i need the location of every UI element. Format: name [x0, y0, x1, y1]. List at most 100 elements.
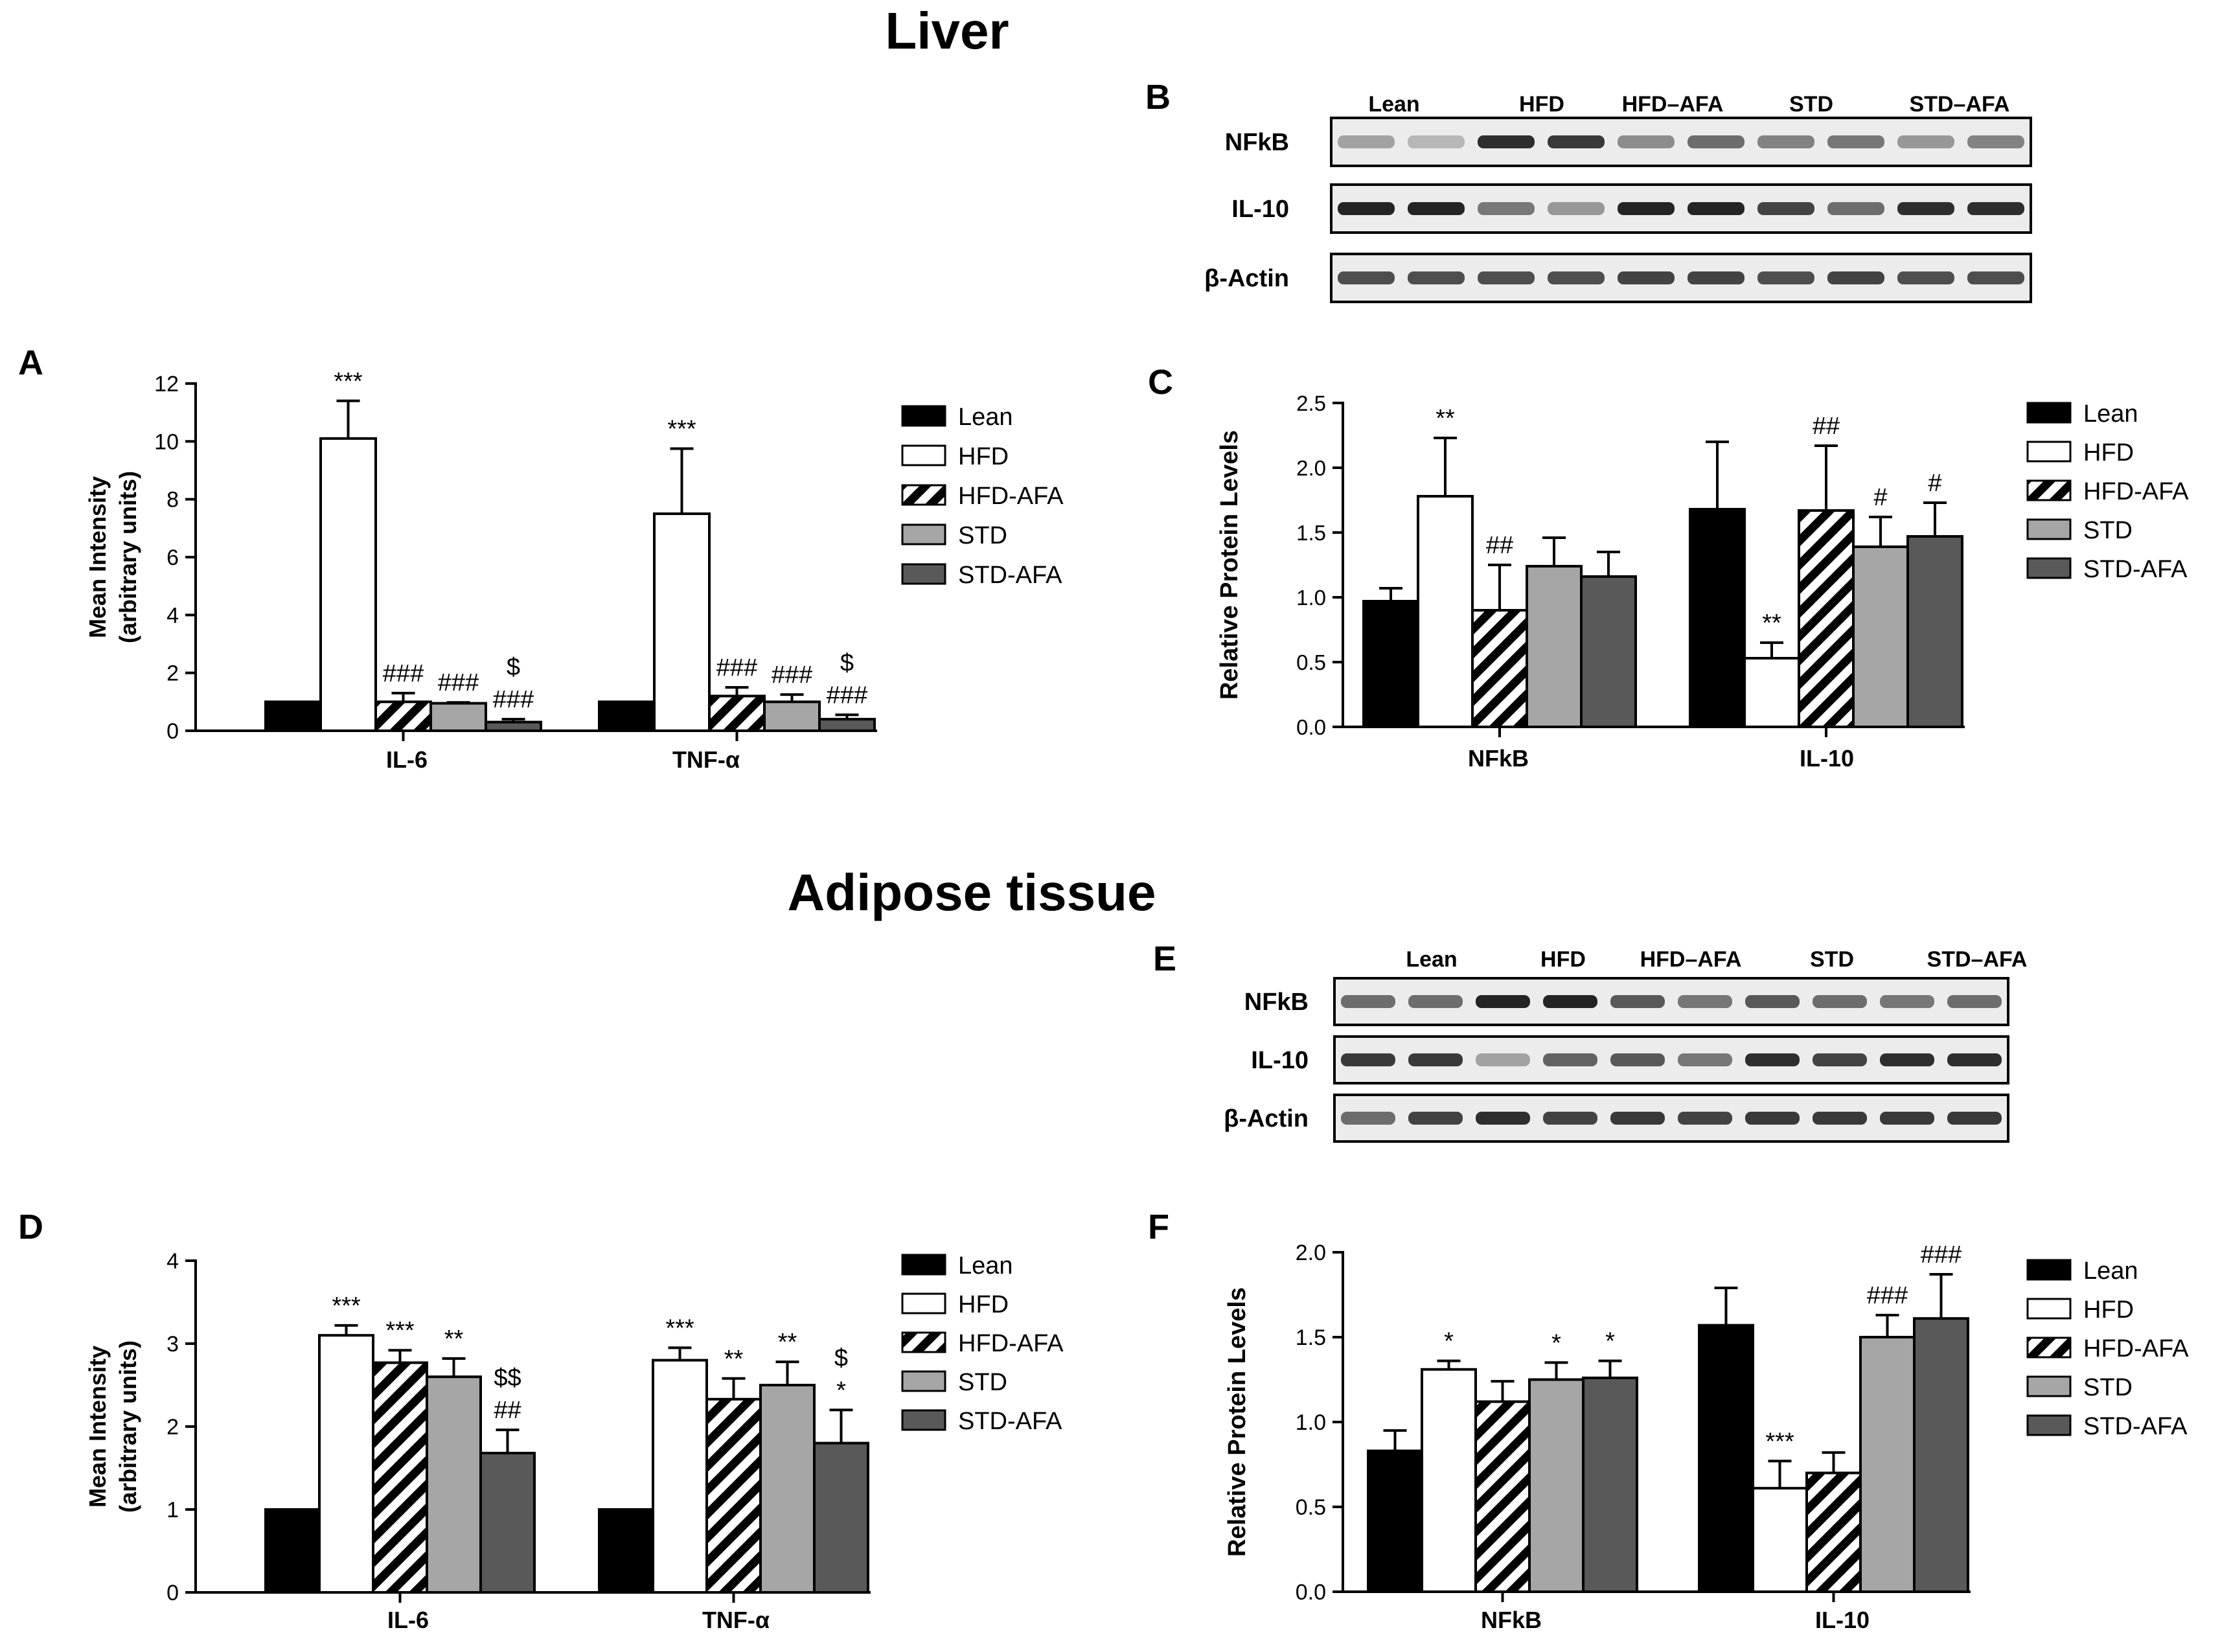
blot-band	[1548, 135, 1605, 148]
bar-A-HFD-TNF-α	[653, 512, 711, 732]
blot-band	[1618, 271, 1675, 284]
significance-label: ###	[1921, 1241, 1962, 1268]
blot-band	[1827, 202, 1884, 215]
significance-label: ***	[667, 416, 696, 443]
significance-label: *	[1551, 1329, 1561, 1357]
blot-lane-header: Lean	[1368, 92, 1419, 117]
significance-label: **	[724, 1346, 744, 1373]
blot-row-label: β-Actin	[1224, 1105, 1309, 1132]
blot-band	[1827, 271, 1884, 284]
blot-band	[1341, 1053, 1395, 1066]
significance-label: **	[1436, 405, 1455, 432]
significance-label: ###	[772, 661, 812, 689]
significance-label: ###	[716, 654, 757, 682]
bar-C-HFD-AFA-NFkB	[1471, 609, 1528, 728]
blot-band	[1408, 1053, 1463, 1066]
significance-label: ***	[665, 1314, 694, 1342]
y-tick-label: 1.0	[1296, 586, 1326, 610]
legend-swatch-hfdafa	[2026, 479, 2072, 501]
y-tick-label: 1.5	[1296, 521, 1326, 545]
blot-lane-header: HFD–AFA	[1640, 947, 1742, 972]
x-category-label: TNF-α	[702, 1607, 770, 1633]
blot-band	[1478, 202, 1535, 215]
legend-label-hfdafa: HFD-AFA	[2083, 478, 2189, 505]
y-axis-label: Relative Protein Levels	[1216, 430, 1243, 700]
significance-label: ***	[1765, 1428, 1794, 1455]
y-tick-label: 6	[166, 545, 179, 570]
legend-swatch-stdafa	[901, 1409, 946, 1431]
legend-label-hfd: HFD	[2083, 1296, 2134, 1324]
legend-swatch-stdafa	[901, 563, 946, 585]
bar-A-STD-AFA-IL-6	[485, 720, 542, 732]
blot-row-label: IL-10	[1231, 196, 1289, 223]
legend-swatch-stdafa	[2026, 1414, 2072, 1436]
blot-band	[1618, 202, 1675, 215]
blot-band	[1610, 1112, 1665, 1125]
legend-swatch-hfdafa	[901, 1331, 946, 1353]
blot-band	[1476, 1053, 1530, 1066]
significance-label: $$	[494, 1364, 521, 1392]
y-tick-label: 12	[154, 372, 179, 396]
bar-C-HFD-AFA-IL-10	[1798, 509, 1855, 728]
bar-C-STD-IL-10	[1852, 545, 1909, 728]
legend-swatch-hfdafa	[901, 484, 946, 506]
blot-band	[1880, 995, 1934, 1008]
blot-band	[1813, 1053, 1867, 1066]
y-tick-label: 1.0	[1296, 1410, 1326, 1435]
blot-band	[1341, 995, 1395, 1008]
bar-C-STD-AFA-NFkB	[1580, 575, 1637, 728]
blot-band	[1688, 135, 1745, 148]
legend-label-hfdafa: HFD-AFA	[958, 483, 1064, 510]
blot-row-label: IL-10	[1251, 1047, 1309, 1074]
bar-D-STD-AFA-IL-6	[479, 1451, 536, 1594]
blot-band	[1745, 1112, 1800, 1125]
legend-swatch-hfdafa	[2026, 1337, 2072, 1359]
blot-band	[1478, 135, 1535, 148]
blot-row-label: NFkB	[1225, 129, 1289, 156]
legend-swatch-std	[2026, 518, 2072, 540]
bar-C-STD-AFA-IL-10	[1906, 535, 1963, 728]
blot-band	[1543, 1053, 1597, 1066]
blot-band	[1610, 1053, 1665, 1066]
significance-label: ###	[1867, 1282, 1908, 1309]
blot-lane-header: STD	[1810, 947, 1854, 972]
blot-band	[1408, 271, 1465, 284]
significance-label: $	[507, 654, 520, 681]
blot-band	[1548, 271, 1605, 284]
x-category-label: NFkB	[1481, 1607, 1542, 1633]
blot-band	[1678, 1053, 1732, 1066]
blot-band	[1947, 1053, 2002, 1066]
y-tick-label: 0	[166, 1581, 179, 1605]
blot-band	[1678, 1112, 1732, 1125]
bar-A-HFD-IL-6	[319, 437, 377, 732]
blot-band	[1618, 135, 1675, 148]
blot-lane-header: STD–AFA	[1910, 92, 2010, 117]
blot-band	[1543, 1112, 1597, 1125]
significance-label: $	[840, 649, 854, 676]
y-tick-label: 0.0	[1296, 1580, 1326, 1605]
legend-swatch-stdafa	[2026, 557, 2072, 579]
y-axis-label: Mean Intensity	[84, 476, 111, 638]
blot-lane-header: STD	[1789, 92, 1833, 117]
bar-C-Lean-NFkB	[1362, 600, 1419, 728]
blot-lane-header: Lean	[1406, 947, 1457, 972]
legend-panel-A: Lean HFD HFD-AFA STD STD-AFA	[901, 404, 1064, 589]
legend-swatch-hfd	[901, 1292, 946, 1314]
bar-D-Lean-TNF-α	[598, 1508, 654, 1594]
blot-row-label: NFkB	[1244, 989, 1309, 1016]
y-tick-label: 0.5	[1296, 650, 1326, 674]
bar-F-STD-AFA-NFkB	[1582, 1376, 1638, 1593]
legend-swatch-std	[901, 1370, 946, 1392]
blot-band	[1757, 135, 1814, 148]
blot-band	[1688, 202, 1745, 215]
blot-band	[1967, 135, 2024, 148]
legend-label-hfd: HFD	[2083, 439, 2134, 466]
panel-letter-C: C	[1148, 363, 1173, 402]
legend-label-std: STD	[2083, 1374, 2133, 1401]
bar-D-HFD-AFA-TNF-α	[705, 1397, 762, 1594]
bar-F-HFD-AFA-NFkB	[1474, 1400, 1531, 1594]
